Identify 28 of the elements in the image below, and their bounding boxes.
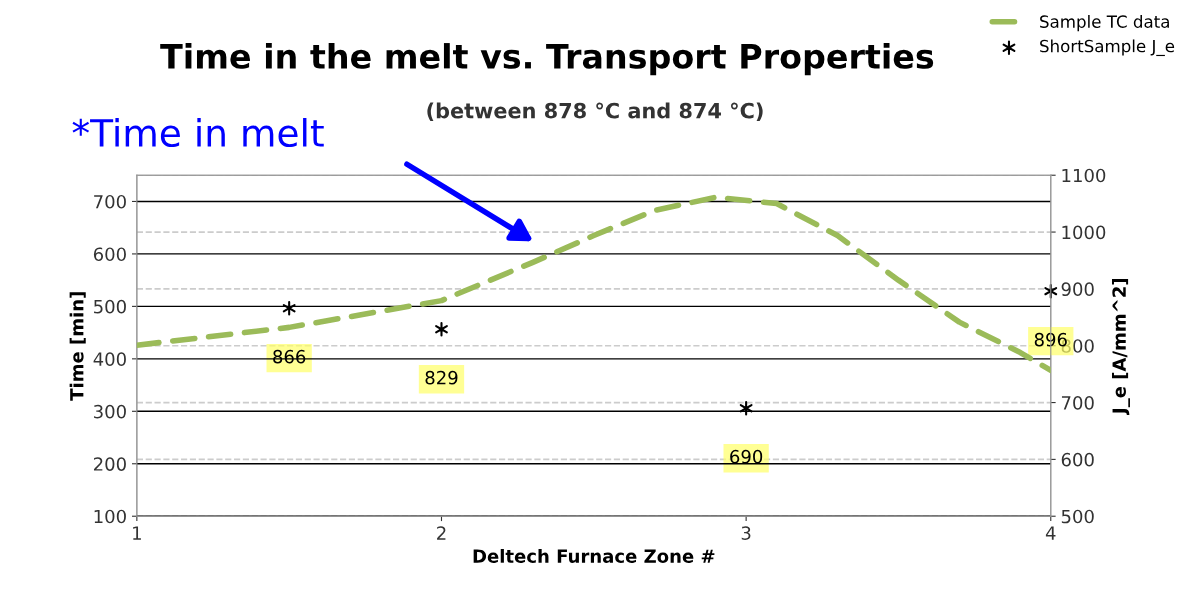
y-tick-label: 600 (93, 247, 126, 262)
y-tick-label: 100 (94, 509, 126, 524)
y-tick-label: 700 (94, 194, 126, 209)
y-tick-label: 200 (93, 457, 126, 471)
text: *Time in melt (72, 118, 324, 148)
y2-tick-label: 500 (1061, 509, 1094, 524)
x-axis-title: Deltech Furnace Zone # (473, 548, 715, 563)
point (435, 322, 448, 337)
legend-label: ShortSample J_e (1040, 39, 1175, 57)
data-label: 829 (425, 370, 458, 385)
data-label: 690 (730, 449, 763, 464)
y-axis-title: Time [min] (69, 292, 86, 401)
y-tick-label: 300 (94, 404, 126, 419)
y2-tick-label: 700 (1061, 396, 1094, 410)
y2-tick-label: 1100 (1062, 168, 1106, 183)
x-tick-label: 4 (1045, 526, 1056, 540)
y2-tick-label: 1000 (1062, 225, 1106, 240)
y2-tick-label: 900 (1061, 282, 1094, 297)
chart-title: Time in the melt vs. Transport Properties (160, 43, 934, 76)
x-tick-label: 2 (437, 526, 446, 540)
y-tick-label: 500 (94, 299, 126, 314)
y-tick-label: 400 (93, 352, 126, 366)
x-tick-label: 1 (133, 526, 141, 540)
y2-tick-label: 600 (1061, 452, 1094, 467)
y2-axis-title: J_e [A/mm^2] (1112, 278, 1130, 416)
chart-subtitle: (between 878 °C and 874 °C) (427, 102, 763, 121)
x-tick-label: 3 (741, 526, 751, 540)
legend-label: Sample TC data (1040, 15, 1169, 32)
